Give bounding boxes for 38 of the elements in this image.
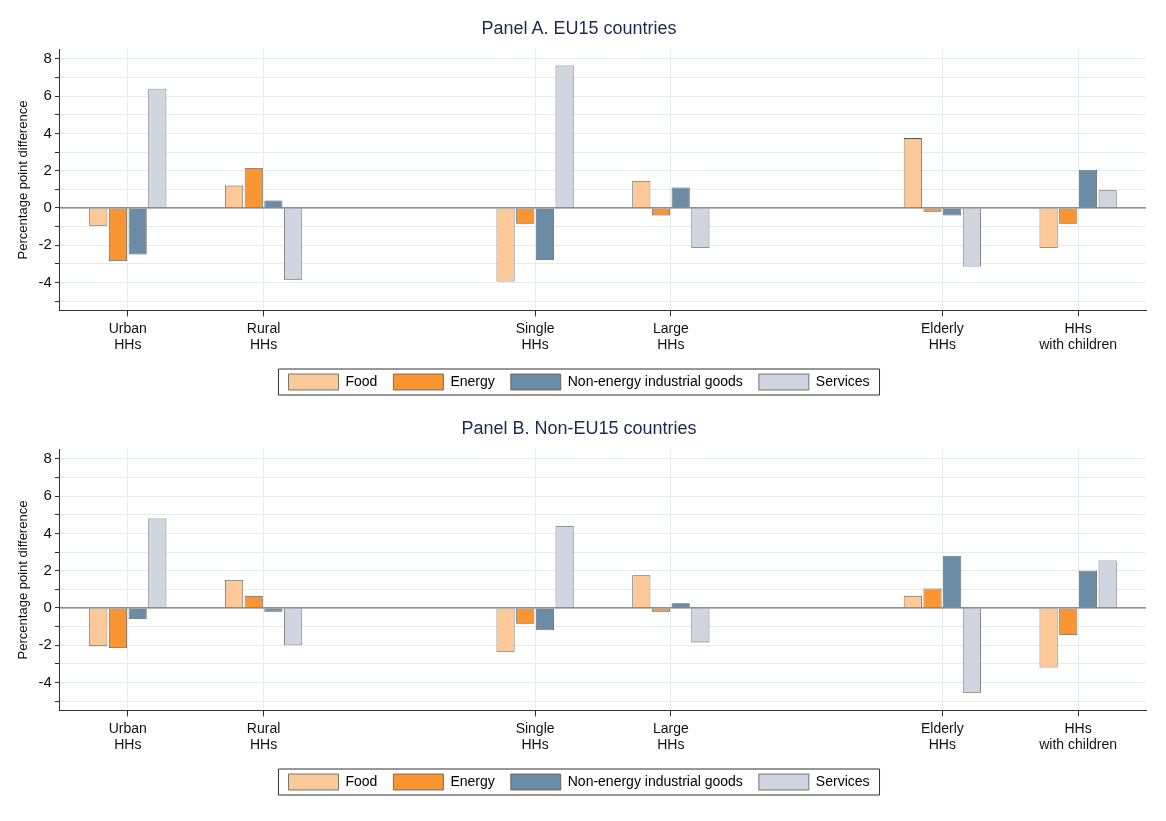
y-tick-label: 2: [43, 560, 52, 578]
y-tick-label: 4: [43, 123, 52, 141]
x-tick-label: Large HHs: [652, 719, 689, 753]
y-tick-label: -2: [38, 235, 52, 253]
x-tick-label: Single HHs: [515, 719, 555, 753]
x-tick-label: Urban HHs: [108, 319, 147, 353]
y-axis-title: Percentage point difference: [15, 100, 31, 260]
legend-label: Services: [815, 772, 870, 789]
legend-label: Services: [815, 372, 870, 389]
x-tick-label: Rural HHs: [246, 319, 281, 353]
y-tick-label: 4: [43, 523, 52, 541]
x-tick-label: Urban HHs: [108, 719, 147, 753]
x-tick-label: HHs with children: [1038, 319, 1118, 353]
legend-label: Non-energy industrial goods: [567, 772, 743, 789]
y-tick-label: -4: [38, 672, 52, 690]
chart-title: Panel B. Non-EU15 countries: [461, 417, 697, 438]
chart-title: Panel A. EU15 countries: [481, 17, 677, 38]
y-tick-label: 6: [43, 86, 52, 104]
x-tick-label: Single HHs: [515, 319, 555, 353]
y-tick-label: 0: [43, 198, 52, 216]
y-axis-title: Percentage point difference: [15, 500, 31, 660]
legend-label: Food: [345, 372, 378, 389]
x-tick-label: Elderly HHs: [920, 319, 964, 353]
x-tick-label: Rural HHs: [246, 719, 281, 753]
y-tick-label: 8: [43, 449, 52, 467]
y-tick-label: 2: [43, 160, 52, 178]
legend-label: Food: [345, 772, 378, 789]
legend-label: Energy: [450, 372, 495, 389]
y-tick-label: -2: [38, 635, 52, 653]
y-tick-label: 0: [43, 598, 52, 616]
y-tick-label: -4: [38, 272, 52, 290]
legend-label: Energy: [450, 772, 495, 789]
x-tick-label: HHs with children: [1038, 719, 1118, 753]
x-tick-label: Large HHs: [652, 319, 689, 353]
y-tick-label: 6: [43, 486, 52, 504]
x-tick-label: Elderly HHs: [920, 719, 964, 753]
y-tick-label: 8: [43, 49, 52, 67]
legend-label: Non-energy industrial goods: [567, 372, 743, 389]
